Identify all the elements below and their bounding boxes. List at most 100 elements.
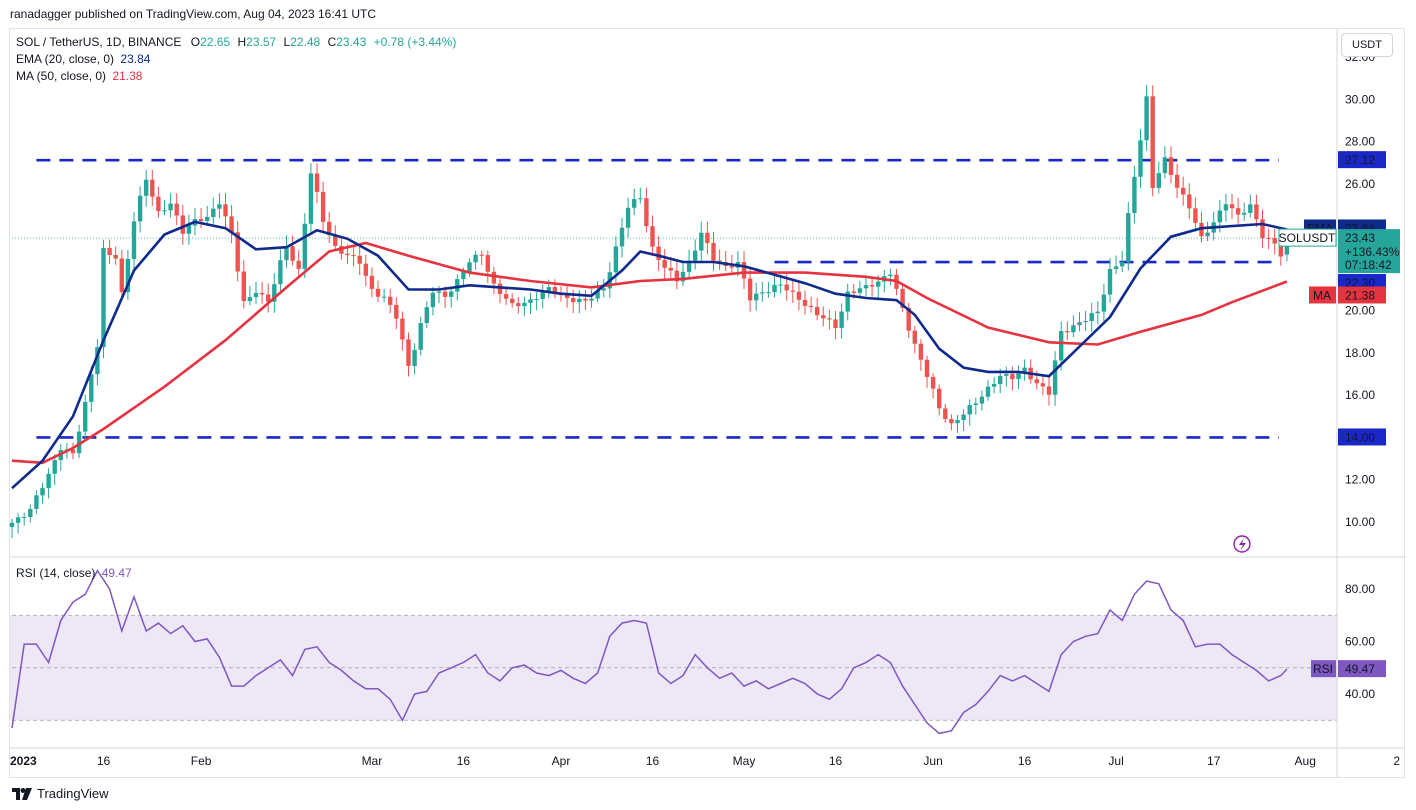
candle	[796, 282, 802, 311]
candle-body	[668, 267, 673, 271]
candle-body	[998, 375, 1003, 384]
candle	[674, 259, 680, 290]
candle-body	[1113, 266, 1119, 269]
candle-body	[876, 281, 881, 287]
candle-body	[272, 284, 277, 302]
candle	[943, 404, 948, 424]
tradingview-brand[interactable]: TradingView	[12, 786, 109, 801]
candle	[302, 213, 307, 278]
candle-body	[937, 388, 942, 409]
candle-body	[34, 495, 39, 509]
level-price-badge: 14.00	[1338, 428, 1386, 446]
candle	[686, 249, 692, 279]
candle-body	[784, 284, 789, 291]
candle	[381, 288, 387, 303]
candle-body	[369, 275, 375, 289]
ma-legend-label: MA (50, close, 0)	[16, 69, 107, 83]
candle-body	[1235, 208, 1241, 215]
candle-body	[577, 298, 582, 303]
candle	[1040, 374, 1046, 396]
candle-body	[821, 315, 826, 319]
candle	[1010, 366, 1015, 391]
candle	[662, 248, 667, 280]
candle-body	[9, 522, 15, 528]
candle	[229, 205, 234, 244]
candle-body	[198, 219, 204, 221]
candle-body	[1174, 174, 1180, 188]
candle-body	[827, 318, 832, 320]
candle-body	[595, 290, 600, 299]
ma-legend[interactable]: MA (50, close, 0) 21.38	[16, 69, 142, 83]
candle	[766, 281, 771, 298]
candle	[1028, 359, 1033, 384]
rsi-legend[interactable]: RSI (14, close) 49.47	[16, 566, 132, 580]
ohlc-change: +0.78 (+3.44%)	[373, 35, 457, 49]
candle-body	[1052, 360, 1058, 395]
candle	[497, 278, 503, 304]
candle-body	[1156, 173, 1161, 188]
candle	[1113, 255, 1119, 275]
candle-body	[851, 291, 856, 293]
candle	[113, 246, 118, 265]
candle-body	[418, 323, 423, 350]
candle	[1174, 163, 1180, 199]
candle	[1071, 315, 1076, 338]
candle-body	[546, 287, 551, 292]
candle-body	[991, 383, 997, 387]
ema-legend[interactable]: EMA (20, close, 0) 23.84	[16, 52, 150, 66]
candle-body	[259, 292, 265, 295]
candle-body	[15, 517, 21, 523]
candle-body	[644, 198, 649, 227]
candle	[699, 221, 704, 262]
candle	[1254, 194, 1259, 227]
candle	[857, 280, 863, 298]
candle-body	[1126, 213, 1131, 262]
candle	[754, 282, 759, 311]
candle-body	[1034, 379, 1039, 384]
candle	[668, 256, 673, 281]
candle-body	[400, 318, 405, 340]
candle	[1242, 202, 1247, 221]
candle	[534, 292, 539, 311]
candle-body	[107, 247, 112, 255]
candle	[650, 215, 655, 256]
candle	[503, 288, 509, 306]
candle	[802, 290, 808, 315]
candle-body	[485, 255, 490, 272]
candle	[723, 250, 728, 272]
candle-body	[1162, 157, 1168, 174]
time-tick-label: 16	[457, 754, 471, 768]
rsi-legend-value: 49.47	[101, 566, 132, 580]
candle-body	[1260, 219, 1265, 238]
candle	[1052, 351, 1058, 406]
candle-body	[949, 419, 954, 424]
rsi-badge-value: 49.47	[1345, 662, 1375, 676]
symbol-legend[interactable]: SOL / TetherUS, 1D, BINANCE O22.65 H23.5…	[16, 35, 456, 49]
price-tick-label: 20.00	[1345, 304, 1375, 318]
price-tick-label: 30.00	[1345, 92, 1375, 106]
symbol-badge-name: SOLUSDT	[1279, 231, 1336, 245]
candle-body	[1187, 194, 1192, 209]
ema-legend-value: 23.84	[120, 52, 151, 66]
candle-body	[1016, 373, 1021, 380]
candle-body	[76, 431, 82, 454]
candle-body	[943, 408, 948, 420]
time-tick-label: Mar	[362, 754, 383, 768]
candle	[1022, 359, 1027, 381]
candle	[308, 163, 314, 235]
lightning-icon[interactable]	[1233, 535, 1251, 553]
price-tick-label: 12.00	[1345, 473, 1375, 487]
candle-body	[522, 302, 527, 307]
currency-unit-button[interactable]: USDT	[1341, 33, 1393, 57]
candle-body	[1278, 243, 1283, 257]
level-badge-value: 14.00	[1345, 430, 1375, 444]
time-axis: 2023 16 Feb Mar 16 Apr 16 May 16 Jun 16 Jul 17 Aug 2	[10, 754, 1400, 768]
candle-body	[125, 258, 131, 293]
candle-body	[357, 255, 362, 264]
candle-body	[583, 298, 588, 301]
candle-body	[869, 285, 875, 287]
candle	[259, 281, 265, 304]
candle-body	[619, 227, 625, 247]
